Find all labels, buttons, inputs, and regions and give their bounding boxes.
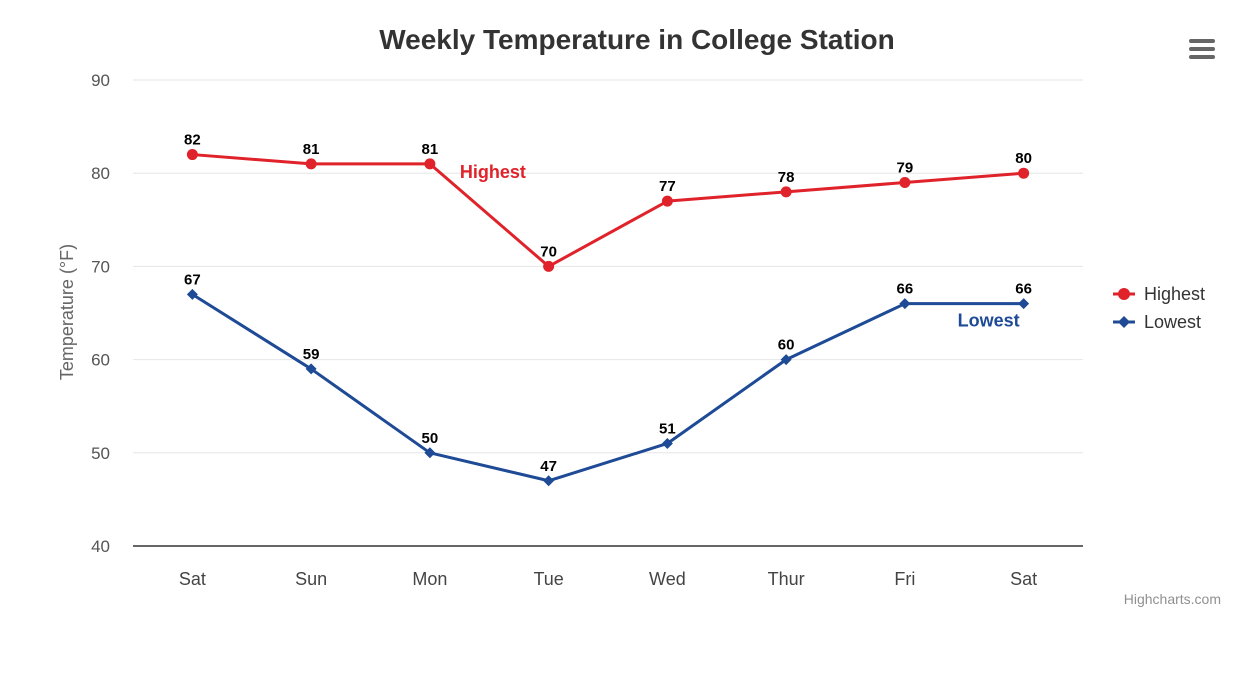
data-label: 50 [422,430,439,447]
y-axis-title: Temperature (°F) [57,244,77,380]
series-line-lowest [191,293,1024,483]
legend-circle-icon [1118,288,1130,300]
data-label: 66 [1015,281,1032,298]
x-tick-label: Sun [295,569,327,589]
data-label: 81 [303,141,320,158]
x-tick-label: Sat [179,569,206,589]
menu-bar [1189,55,1215,59]
legend-item-lowest[interactable]: Lowest [1113,312,1201,332]
y-tick-label: 80 [91,164,110,183]
series-annotation: Lowest [958,311,1020,331]
series-annotation: Highest [460,162,526,182]
x-axis: Sat Sun Mon Tue Wed Thur Fri Sat [133,545,1083,589]
y-axis: 40 50 60 70 80 90 [91,71,110,556]
data-label: 77 [659,178,676,195]
data-point[interactable] [424,158,436,170]
data-point[interactable] [899,298,911,310]
data-label: 51 [659,420,676,437]
x-tick-label: Sat [1010,569,1037,589]
data-label: 79 [897,160,914,177]
y-tick-label: 60 [91,351,110,370]
data-point[interactable] [899,177,911,189]
data-label: 60 [778,337,795,354]
credits-link[interactable]: Highcharts.com [1124,591,1221,607]
data-label: 78 [778,169,795,186]
data-label: 80 [1015,150,1032,167]
data-point[interactable] [1018,167,1030,179]
x-tick-label: Thur [768,569,805,589]
legend: Highest Lowest [1113,284,1205,332]
menu-bar [1189,39,1215,43]
data-label: 47 [540,458,557,475]
legend-diamond-icon [1118,316,1130,328]
data-label: 82 [184,132,201,149]
data-point[interactable] [780,186,792,198]
x-tick-label: Tue [533,569,563,589]
legend-item-highest[interactable]: Highest [1113,284,1205,304]
data-label: 67 [184,271,201,288]
chart-menu-button[interactable] [1189,38,1215,60]
data-point[interactable] [661,437,673,449]
data-point[interactable] [661,195,673,207]
series-line-highest [192,153,1024,268]
data-label: 81 [422,141,439,158]
data-point[interactable] [543,260,555,272]
menu-bar [1189,47,1215,51]
gridlines [133,79,1083,454]
y-tick-label: 90 [91,71,110,90]
legend-label: Highest [1144,284,1205,304]
x-tick-label: Wed [649,569,686,589]
data-label: 66 [897,281,914,298]
data-label: 59 [303,346,320,363]
plot-area: 82 81 81 70 77 78 79 80 Highest 67 59 50 47 51 60 66 66 L… [184,132,1032,487]
data-point[interactable] [424,447,436,459]
y-tick-label: 50 [91,444,110,463]
data-point[interactable] [186,149,198,161]
legend-label: Lowest [1144,312,1201,332]
series-lowest: 67 59 50 47 51 60 66 66 Lowest [184,271,1032,487]
data-point[interactable] [305,363,317,375]
data-point[interactable] [543,475,555,487]
data-point[interactable] [1018,298,1030,310]
y-tick-label: 70 [91,257,110,276]
series-highest: 82 81 81 70 77 78 79 80 Highest [184,132,1032,272]
data-point[interactable] [186,288,198,300]
data-point[interactable] [780,354,792,366]
data-point[interactable] [305,158,317,170]
y-tick-label: 40 [91,537,110,556]
chart-title: Weekly Temperature in College Station [379,24,895,55]
x-tick-label: Fri [894,569,915,589]
x-tick-label: Mon [412,569,447,589]
data-label: 70 [540,243,557,260]
